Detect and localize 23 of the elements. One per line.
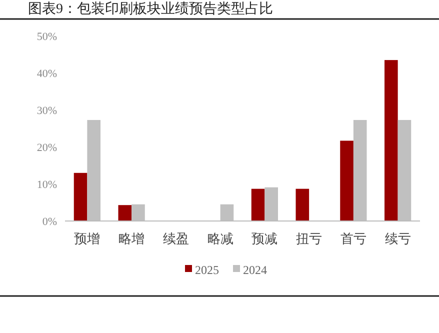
- y-tick-label: 10%: [36, 178, 57, 191]
- x-tick-label: 略增: [118, 231, 145, 246]
- y-tick-label: 50%: [36, 30, 57, 43]
- legend-label: 2024: [243, 263, 267, 278]
- x-tick-label: 续亏: [384, 231, 411, 246]
- legend-label: 2025: [195, 263, 219, 278]
- x-tick-label: 续盈: [162, 231, 189, 246]
- x-tick-label: 扭亏: [296, 231, 322, 246]
- bar: [384, 60, 398, 221]
- bar: [118, 205, 132, 221]
- y-tick-label: 20%: [36, 142, 57, 154]
- y-tick-label: 40%: [36, 68, 57, 80]
- bar: [296, 188, 310, 221]
- x-tick-label: 预减: [252, 231, 278, 246]
- x-tick-label: 首亏: [340, 231, 366, 246]
- y-tick-label: 30%: [36, 104, 57, 117]
- bar: [251, 188, 265, 221]
- x-tick-label: 略减: [207, 231, 234, 246]
- bar: [74, 172, 88, 221]
- bar: [340, 140, 354, 221]
- x-tick-label: 预增: [74, 231, 100, 246]
- y-tick-label: 0%: [42, 216, 57, 228]
- chart-title: 图表9：包装印刷板块业绩预告类型占比: [28, 1, 273, 17]
